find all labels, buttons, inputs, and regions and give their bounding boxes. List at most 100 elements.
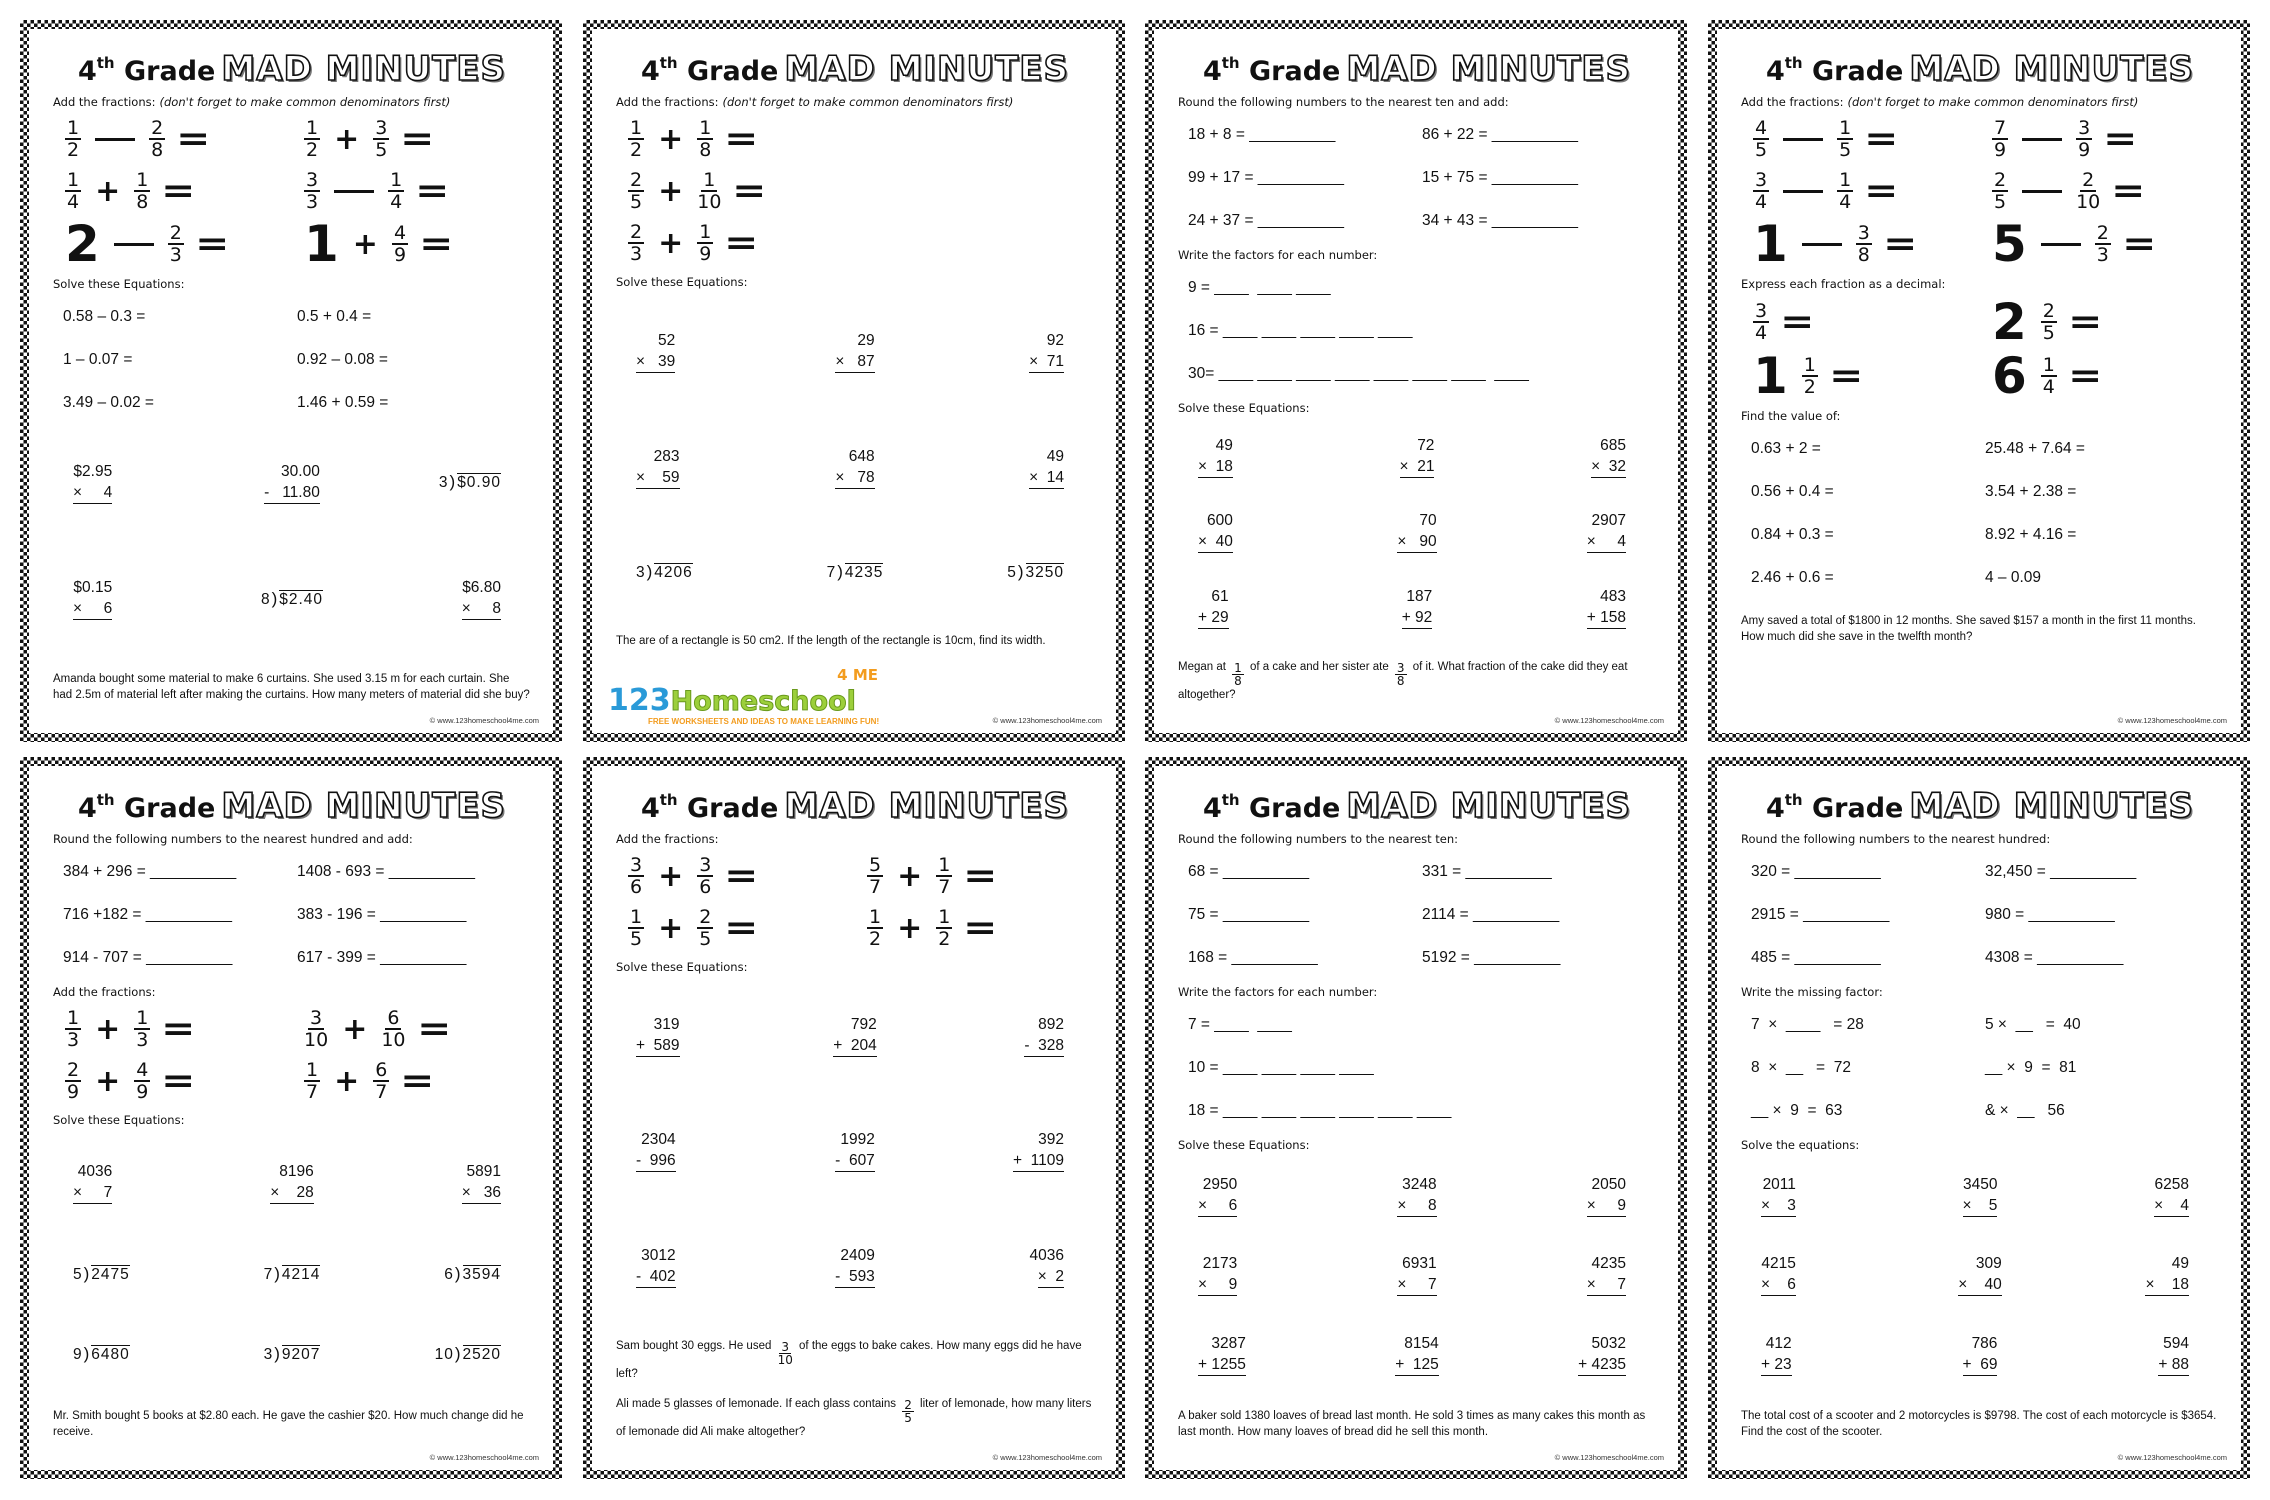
column-problem: 319 + 589 — [636, 1014, 680, 1058]
top-operand: 6931 — [1402, 1255, 1437, 1273]
worksheet: 4th Grade MAD MINUTES Add the fractions: (d… — [1708, 20, 2250, 742]
worksheet-page: 4th Grade MAD MINUTES Round the following … — [1154, 29, 1678, 733]
logo-tagline: FREE WORKSHEETS AND IDEAS TO MAKE LEARNI… — [648, 717, 880, 726]
column-problems: 52 × 39 29 × 87 92 × 71 283 × 59 648 × 78 49 × 14 3)… — [616, 293, 1094, 619]
dividend: $0.90 — [457, 473, 501, 492]
problem: 8.92 + 4.16 = — [1985, 525, 2077, 543]
word-problem: Amanda bought some material to make 6 cu… — [53, 671, 531, 703]
problem-row: 9 = ____ ____ ____ — [1178, 266, 1656, 309]
fraction-expression: 2—23= — [53, 217, 292, 271]
worksheet-page: 4th Grade MAD MINUTES Add the fractions: (d… — [1717, 29, 2241, 733]
fraction-expression: 2 3 +1 9 = — [616, 222, 855, 264]
denominator: 8 — [151, 139, 164, 161]
text-run: Amy saved a total of $1800 in 12 months.… — [1741, 615, 2196, 643]
problem: 384 + 296 = __________ — [63, 862, 237, 880]
column-problem: 49 × 18 — [2145, 1253, 2189, 1297]
instruction-text: Solve these Equations: — [53, 277, 185, 291]
copyright-footer: © www.123homeschool4me.com — [1554, 1453, 1664, 1462]
denominator: 7 — [306, 1081, 319, 1103]
denominator: 5 — [630, 928, 643, 950]
denominator: 9 — [699, 243, 712, 265]
problem: __ × 9 = 63 — [1751, 1101, 1843, 1119]
bottom-operand: × 18 — [1198, 456, 1233, 479]
column-problem: 5032 + 4235 — [1578, 1333, 1626, 1376]
denominator: 8 — [1857, 244, 1870, 266]
numerator: 2 — [697, 906, 714, 929]
denominator: 3 — [306, 191, 319, 213]
problem: 8 × __ = 72 — [1751, 1058, 1851, 1076]
fraction-row: 2 3 +1 9 = — [616, 217, 1094, 269]
inline-problems: 18 + 8 = __________ 86 + 22 = __________ 9… — [1178, 113, 1656, 242]
numerator: 1 — [65, 117, 82, 140]
problem-row: 1 – 0.07 = 0.92 – 0.08 = — [53, 338, 531, 381]
fraction-problems: 45—15=79—39=34—14=25—210=1—38=5—23= — [1741, 113, 2219, 271]
denominator: 3 — [67, 1029, 80, 1051]
grade-ordinal: th — [96, 54, 115, 72]
equals-sign: = — [724, 856, 759, 896]
whole-number: 5 — [1992, 215, 2027, 273]
grade-word: Grade — [1249, 56, 1341, 87]
equals-sign: = — [2068, 302, 2103, 342]
denominator: 8 — [699, 139, 712, 161]
text-run: The are of a rectangle is 50 cm2. If the… — [616, 635, 1046, 647]
bottom-operand: × 78 — [835, 467, 875, 489]
column-problem: 483 + 158 — [1586, 586, 1626, 629]
numerator: 1 — [388, 169, 405, 192]
division-bracket-icon: ) — [83, 1344, 91, 1363]
long-division-problem: 8)$2.40 — [261, 589, 324, 609]
fraction-row: 14+18=33—14= — [53, 165, 531, 217]
fraction-row: 1 1 2 = 6 1 4 = — [1741, 349, 2219, 403]
problem-row: 384 + 296 = __________ 1408 - 693 = _____… — [53, 850, 531, 893]
inline-problems: 384 + 296 = __________ 1408 - 693 = _____… — [53, 850, 531, 979]
problem-row: 0.56 + 0.4 = 3.54 + 2.38 = — [1741, 470, 2219, 513]
bottom-operand: × 14 — [1029, 467, 1064, 489]
minus-sign: — — [95, 137, 136, 141]
problem: 7 = ____ ____ — [1188, 1015, 1292, 1033]
denominator: 9 — [1994, 139, 2007, 161]
worksheet: 4th Grade MAD MINUTES Round the following … — [1145, 20, 1687, 742]
problem-row: 7 × ____ = 28 5 × __ = 40 — [1741, 1003, 2219, 1046]
problem-row: 30= ____ ____ ____ ____ ____ ____ ____ _… — [1178, 352, 1656, 395]
grade-heading: 4th Grade — [1203, 54, 1341, 87]
column-problem: 600 × 40 — [1198, 510, 1233, 554]
grade-ordinal: th — [1784, 791, 1803, 809]
instruction-text: Add the fractions: — [53, 95, 156, 109]
numerator: 3 — [1753, 300, 1770, 323]
minus-sign: — — [1783, 189, 1824, 193]
equals-sign: = — [2122, 224, 2157, 264]
column-problems: 4036 × 7 8196 × 28 5891 × 36 5)2475 7)4214 6)359… — [53, 1131, 531, 1394]
logo-numbers: 123 — [608, 683, 671, 718]
word-problem-text: Mr. Smith bought 5 books at $2.80 each. … — [53, 1410, 524, 1438]
logo-suffix-line: 4 ME — [608, 668, 898, 685]
denominator: 5 — [699, 928, 712, 950]
equals-sign: = — [724, 908, 759, 948]
fraction-row: 3 6 +3 6 = 5 7 +1 7 = — [616, 850, 1094, 902]
inline-problems: 68 = __________ 331 = __________ 75 = ____… — [1178, 850, 1656, 979]
top-operand: $2.95 — [73, 462, 113, 480]
problem-row: 2915 = __________ 980 = __________ — [1741, 893, 2219, 936]
fraction-row: 1 3 +1 3 = 3 10 +6 10 = — [53, 1003, 531, 1055]
mad-minutes-logo-text: MAD MINUTES — [1346, 48, 1632, 90]
problem-row: 412 + 23 786 + 69 594 + 88 — [1741, 1333, 2219, 1376]
grade-ordinal: th — [1784, 54, 1803, 72]
column-problems: 2950 × 6 3248 × 8 2050 × 9 2173 × 9 6931 × 7 4235 ×… — [1178, 1156, 1656, 1394]
instruction-text: Solve these Equations: — [1178, 1138, 1310, 1152]
text-run: A baker sold 1380 loaves of bread last m… — [1178, 1410, 1646, 1438]
dividend: $2.40 — [279, 589, 324, 608]
plus-sign: + — [658, 121, 684, 157]
bottom-operand: × 71 — [1029, 351, 1064, 373]
problem-row: 5)2475 7)4214 6)3594 — [53, 1264, 531, 1284]
equals-sign: = — [2068, 356, 2103, 396]
denominator: 2 — [306, 139, 319, 161]
column-problem: 2304- 996 — [636, 1129, 676, 1173]
dividend: 3250 — [1025, 563, 1064, 582]
problem: 3.54 + 2.38 = — [1985, 482, 2077, 500]
problem-row: 24 + 37 = __________ 34 + 43 = __________ — [1178, 199, 1656, 242]
grade-ordinal: th — [1221, 54, 1240, 72]
